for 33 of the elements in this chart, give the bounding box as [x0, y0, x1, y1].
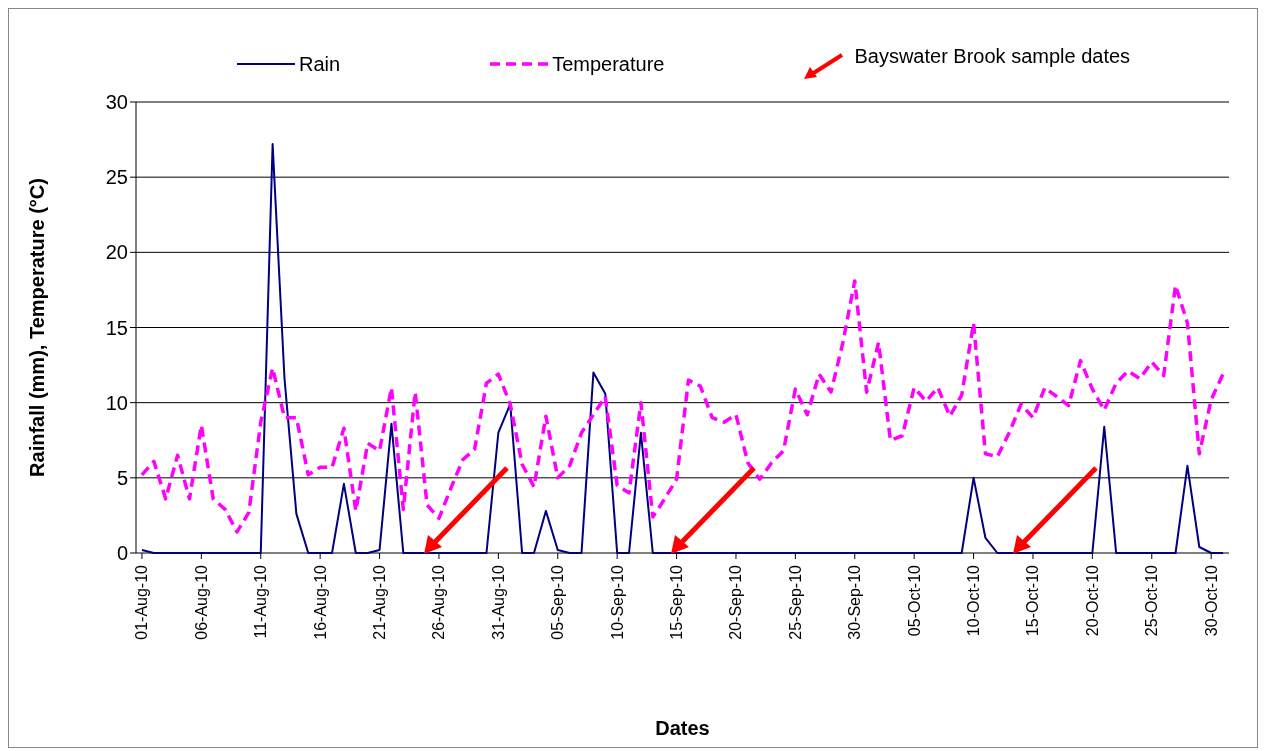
x-axis-title: Dates: [655, 717, 710, 739]
y-tick-label: 0: [116, 542, 128, 565]
x-tick-label: 26-Aug-10: [430, 564, 448, 640]
y-tick-label: 25: [105, 166, 128, 189]
x-tick-label: 05-Sep-10: [549, 564, 567, 640]
x-tick-label: 20-Sep-10: [727, 564, 745, 640]
line-series: [140, 143, 1225, 554]
y-tick-label: 15: [105, 316, 128, 339]
y-tick-label: 10: [105, 391, 128, 414]
x-tick-label: 15-Sep-10: [668, 564, 686, 640]
legend-label: Rain: [299, 52, 341, 76]
x-tick-label: 30-Sep-10: [846, 564, 864, 640]
x-tick-label: 10-Oct-10: [965, 564, 983, 637]
x-tick-label: 10-Sep-10: [608, 564, 626, 640]
x-tick-label: 01-Aug-10: [133, 564, 151, 640]
legend-label: Temperature: [552, 52, 665, 76]
x-tick-label: 16-Aug-10: [311, 564, 329, 640]
x-tick-label: 06-Aug-10: [192, 564, 210, 640]
x-tick-label: 21-Aug-10: [371, 564, 389, 640]
x-tick-label: 25-Sep-10: [786, 564, 804, 640]
x-tick-label: 20-Oct-10: [1083, 564, 1101, 637]
x-tick-label: 30-Oct-10: [1202, 564, 1220, 637]
text: Bayswater Brook sample dates: [854, 45, 1131, 68]
x-tick-label: 25-Oct-10: [1143, 564, 1161, 637]
x-tick-label: 31-Aug-10: [489, 564, 507, 640]
x-tick-label: 15-Oct-10: [1024, 564, 1042, 637]
y-tick-label: 20: [105, 241, 128, 264]
x-tick-label: 11-Aug-10: [252, 564, 270, 639]
x-tick-label: 05-Oct-10: [905, 564, 923, 637]
line-series: [140, 279, 1225, 534]
y-tick-label: 30: [105, 91, 128, 114]
y-axis-title: Rainfall (mm), Temperature (°C): [26, 178, 49, 477]
y-tick-label: 5: [116, 466, 128, 489]
